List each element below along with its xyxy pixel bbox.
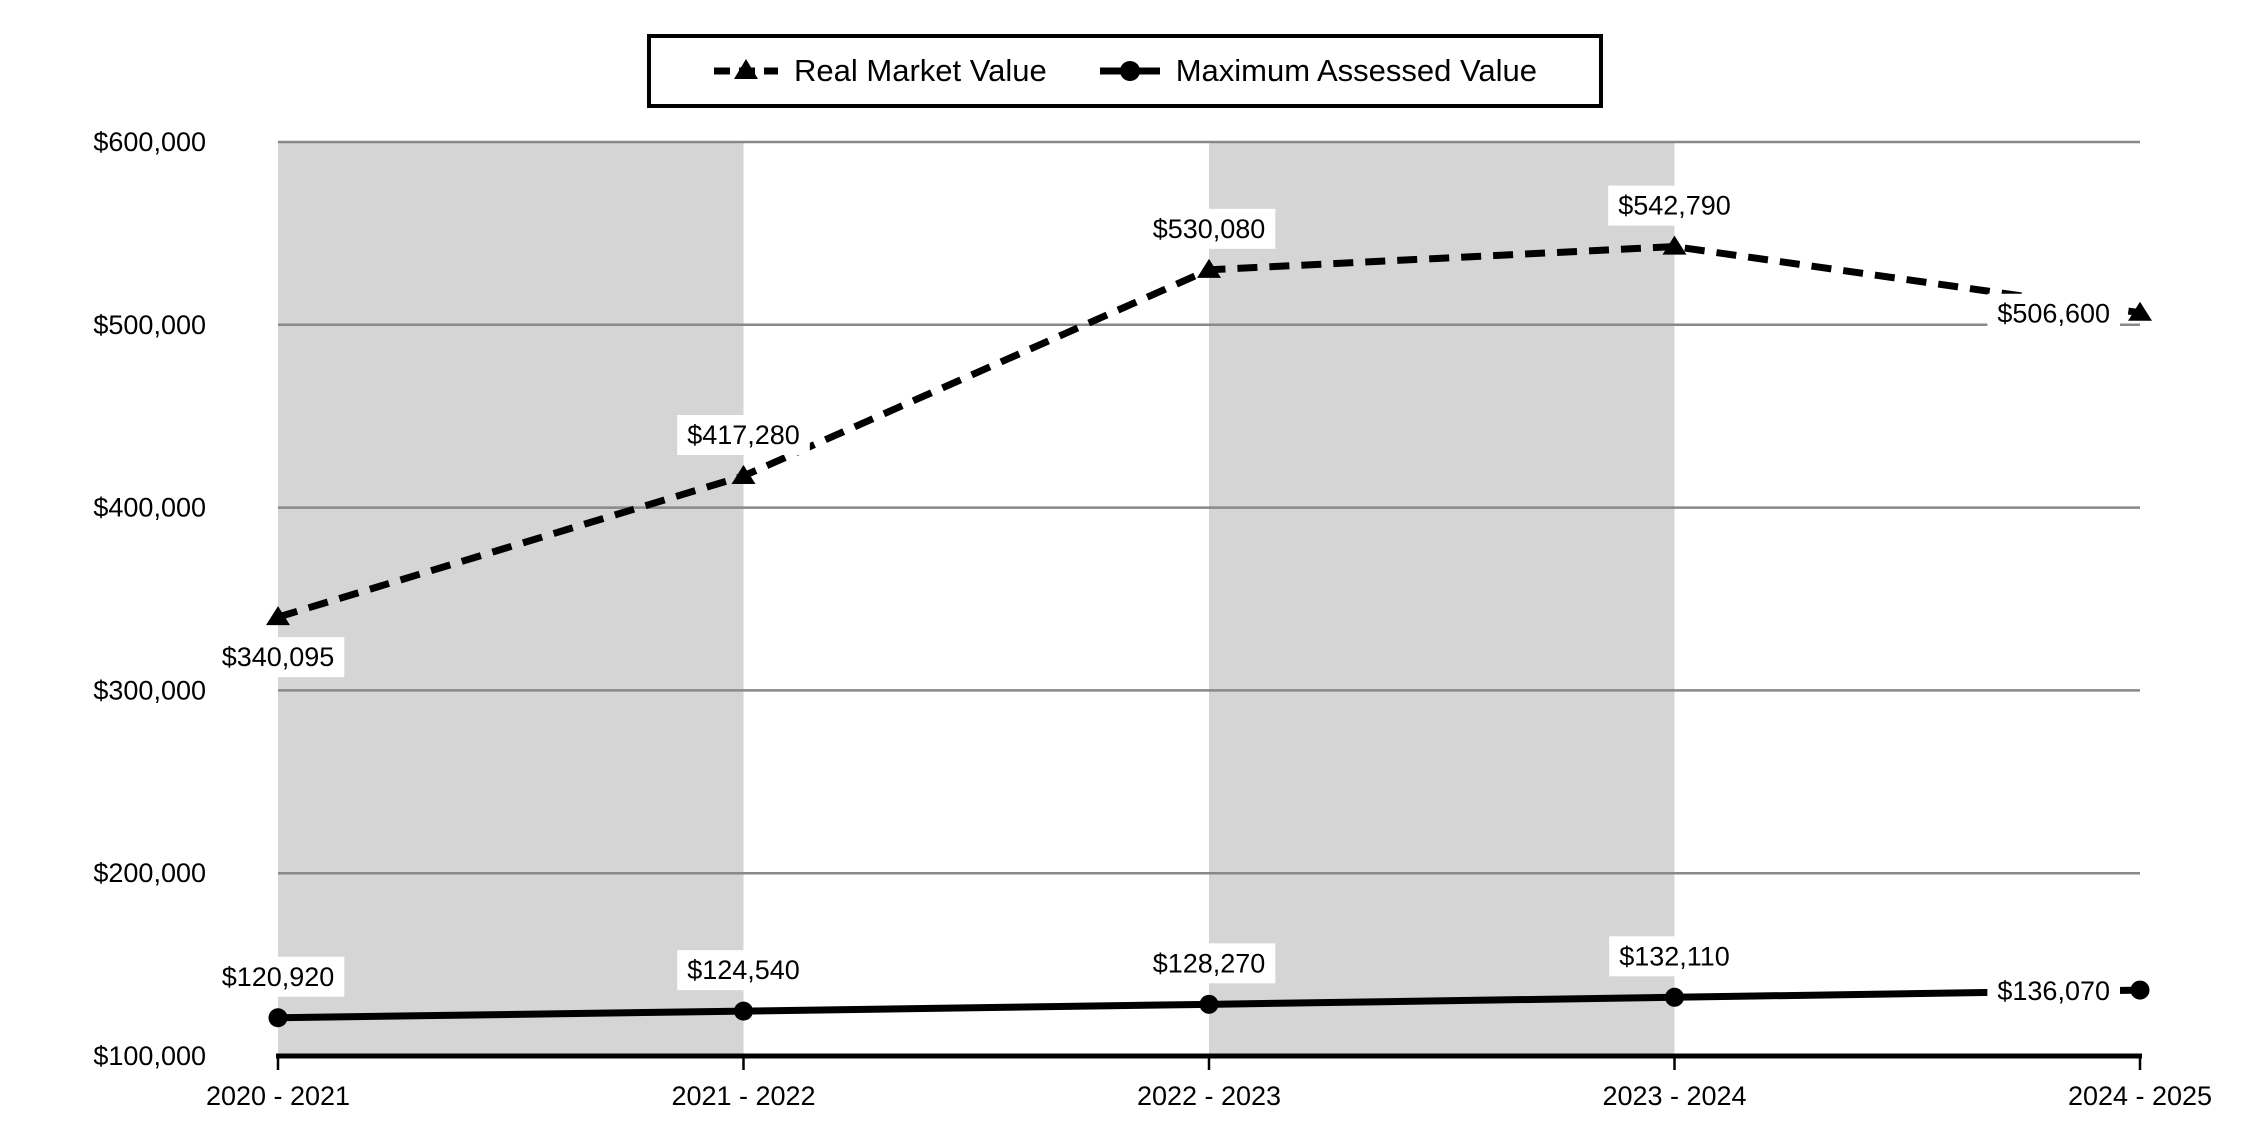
data-label-background	[1142, 208, 1276, 249]
triangle-marker	[1662, 235, 1687, 255]
dashed-line-triangle-marker-icon	[714, 59, 779, 79]
data-label-background	[1608, 185, 1741, 226]
data-label: $417,280	[687, 420, 800, 450]
legend-item-maximum-assessed-value: Maximum Assessed Value	[1099, 53, 1537, 89]
data-label-background	[677, 415, 810, 456]
data-label: $542,790	[1618, 191, 1731, 221]
solid-line-circle-marker-icon	[1099, 61, 1160, 81]
x-axis-tick-label: 2021 - 2022	[671, 1081, 815, 1111]
gridlines: $100,000 $200,000 $300,000 $400,000 $500,000…	[93, 127, 2140, 1071]
data-label: $132,110	[1619, 941, 1730, 971]
axes: 2020 - 2021 2021 - 2022 2022 - 2023 2023 - …	[206, 1053, 2212, 1111]
legend-item-real-market-value: Real Market Value	[713, 53, 1047, 89]
x-axis-tick-label: 2024 - 2025	[2068, 1081, 2212, 1111]
plot-band	[278, 142, 744, 1056]
data-label: $340,095	[222, 642, 335, 672]
y-axis-tick-label: $400,000	[93, 493, 206, 523]
y-axis-tick-label: $600,000	[93, 127, 206, 157]
data-label: $506,600	[1997, 299, 2110, 329]
data-label: $530,080	[1153, 214, 1266, 244]
triangle-marker	[1197, 258, 1221, 278]
background-bands	[278, 142, 1675, 1056]
data-label-background	[1987, 293, 2120, 334]
data-label-background	[1987, 971, 2120, 1012]
data-label-background	[1142, 943, 1276, 984]
data-label: $124,540	[687, 955, 800, 985]
x-axis-tick-label: 2020 - 2021	[206, 1081, 350, 1111]
data-label: $120,920	[222, 962, 335, 992]
triangle-marker	[2128, 301, 2152, 321]
data-label: $136,070	[1997, 976, 2110, 1006]
circle-marker	[2130, 980, 2150, 1000]
triangle-marker	[266, 606, 290, 626]
circle-marker	[734, 1001, 753, 1021]
legend: Real Market Value Maximum Assessed Value	[647, 34, 1603, 108]
triangle-marker	[731, 465, 756, 485]
data-label-background	[211, 956, 345, 997]
y-axis-tick-label: $200,000	[93, 858, 206, 888]
data-label-background	[1609, 936, 1740, 977]
data-label-background	[677, 950, 810, 991]
legend-label-maximum-assessed-value: Maximum Assessed Value	[1175, 53, 1537, 88]
circle-marker	[268, 1008, 288, 1028]
circle-marker	[1199, 994, 1219, 1014]
legend-label-real-market-value: Real Market Value	[794, 53, 1047, 88]
x-axis-tick-label: 2023 - 2024	[1602, 1081, 1746, 1111]
y-axis-tick-label: $300,000	[93, 675, 206, 705]
data-markers	[266, 235, 2152, 1028]
plot-band	[1209, 142, 1675, 1056]
x-axis-tick-label: 2022 - 2023	[1137, 1081, 1281, 1111]
circle-marker	[1665, 987, 1684, 1007]
data-label-background	[211, 637, 345, 678]
y-axis-tick-label: $500,000	[93, 310, 206, 340]
value-labels: $340,095 $417,280 $530,080 $542,790 $506,600…	[211, 185, 2120, 1012]
data-label: $128,270	[1153, 948, 1266, 978]
y-axis-tick-label: $100,000	[93, 1041, 206, 1071]
